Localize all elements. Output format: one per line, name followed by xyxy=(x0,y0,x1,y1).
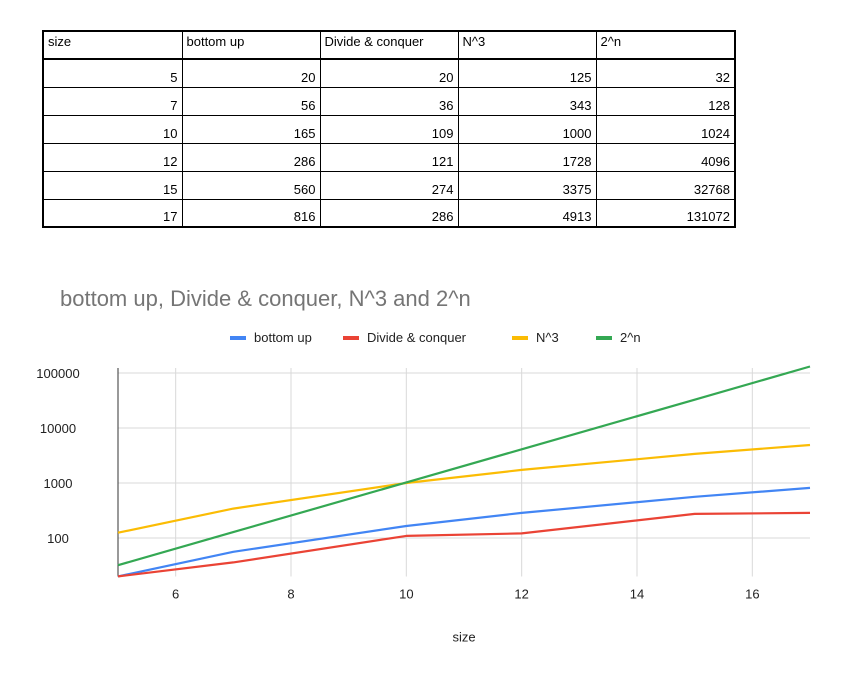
table-row: 12 286 121 1728 4096 xyxy=(42,142,736,172)
y-tick-label: 1000 xyxy=(44,476,73,491)
table-cell: 125 xyxy=(457,58,597,88)
data-table: size bottom up Divide & conquer N^3 2^n 5 20 20… xyxy=(42,30,736,228)
x-axis-label: size xyxy=(452,629,475,644)
series-line-1 xyxy=(117,511,811,578)
table-cell: 121 xyxy=(319,142,459,172)
table-cell: 109 xyxy=(319,114,459,144)
table-row: 7 56 36 343 128 xyxy=(42,86,736,116)
x-tick-label: 8 xyxy=(287,586,294,601)
table-cell: 286 xyxy=(181,142,321,172)
table-header-cell: 2^n xyxy=(595,30,736,60)
table-cell: 3375 xyxy=(457,170,597,200)
table-row: 10 165 109 1000 1024 xyxy=(42,114,736,144)
legend-swatch xyxy=(596,336,612,340)
table-cell: 36 xyxy=(319,86,459,116)
table-row: 5 20 20 125 32 xyxy=(42,58,736,88)
table-cell: 165 xyxy=(181,114,321,144)
table-header-cell: size xyxy=(42,30,183,60)
table-header-cell: N^3 xyxy=(457,30,597,60)
legend-label: Divide & conquer xyxy=(367,330,467,345)
series-line-3 xyxy=(117,365,811,567)
legend-swatch xyxy=(512,336,528,340)
table-cell: 7 xyxy=(42,86,183,116)
table-cell: 56 xyxy=(181,86,321,116)
table-cell: 20 xyxy=(319,58,459,88)
table-cell: 4096 xyxy=(595,142,736,172)
legend-swatch xyxy=(343,336,359,340)
table-cell: 286 xyxy=(319,198,459,228)
line-chart: 6 8 10 12 14 16 100 1000 10000 100000 size bottom u… xyxy=(36,330,811,644)
y-tick-label: 10000 xyxy=(40,421,76,436)
table-cell: 32 xyxy=(595,58,736,88)
x-tick-label: 16 xyxy=(745,586,759,601)
table-cell: 20 xyxy=(181,58,321,88)
table-cell: 10 xyxy=(42,114,183,144)
table-cell: 4913 xyxy=(457,198,597,228)
legend-label: bottom up xyxy=(254,330,312,345)
table-cell: 274 xyxy=(319,170,459,200)
table-cell: 12 xyxy=(42,142,183,172)
table-cell: 128 xyxy=(595,86,736,116)
table-cell: 1024 xyxy=(595,114,736,144)
table-cell: 131072 xyxy=(595,198,736,228)
table-header-cell: bottom up xyxy=(181,30,321,60)
series-line-2 xyxy=(117,443,811,534)
y-tick-label: 100 xyxy=(47,531,69,546)
table-cell: 1000 xyxy=(457,114,597,144)
y-tick-label: 100000 xyxy=(36,366,79,381)
table-cell: 560 xyxy=(181,170,321,200)
x-tick-label: 14 xyxy=(630,586,644,601)
chart-title: bottom up, Divide & conquer, N^3 and 2^n xyxy=(60,286,471,311)
table-cell: 32768 xyxy=(595,170,736,200)
table-cell: 17 xyxy=(42,198,183,228)
table-row: 15 560 274 3375 32768 xyxy=(42,170,736,200)
x-tick-label: 6 xyxy=(172,586,179,601)
legend-swatch xyxy=(230,336,246,340)
table-cell: 816 xyxy=(181,198,321,228)
table-cell: 343 xyxy=(457,86,597,116)
table-row: 17 816 286 4913 131072 xyxy=(42,198,736,228)
x-tick-label: 10 xyxy=(399,586,413,601)
table-cell: 1728 xyxy=(457,142,597,172)
table-cell: 5 xyxy=(42,58,183,88)
table-header-row: size bottom up Divide & conquer N^3 2^n xyxy=(42,30,736,60)
x-tick-label: 12 xyxy=(514,586,528,601)
table-header-cell: Divide & conquer xyxy=(319,30,459,60)
legend-label: N^3 xyxy=(536,330,559,345)
legend-label: 2^n xyxy=(620,330,641,345)
series-line-0 xyxy=(117,486,811,578)
table-cell: 15 xyxy=(42,170,183,200)
